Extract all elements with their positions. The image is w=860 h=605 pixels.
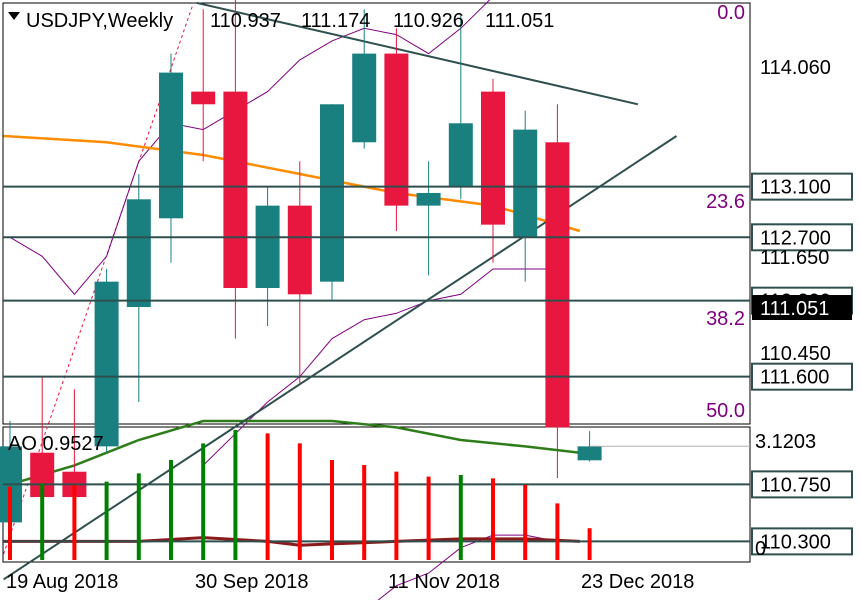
candle-body [448,123,473,187]
price-tick-114-060: 114.060 [760,57,831,79]
horizontal-level-label: 112.700 [760,227,831,249]
ao-tick-zero: 0 [755,538,766,560]
horizontal-level-label-box [751,223,853,252]
horizontal-level-label: 110.750 [760,474,831,496]
fib-label-38-2: 38.2 [706,308,745,330]
candle-body [255,205,280,288]
horizontal-level-label-box [751,527,853,556]
horizontal-level-label: 111.600 [760,367,829,389]
candle-body [481,91,505,225]
horizontal-level-label-box [751,172,853,201]
symbol-label: USDJPY,Weekly [26,10,173,32]
candle-body [320,104,344,282]
fib-label-50: 50.0 [706,400,745,422]
mid-envelope-line [202,268,558,466]
candle-body [513,129,538,238]
candles [0,0,602,555]
horizontal-level-label-box [751,470,853,499]
horizontal-level-label: 110.300 [760,531,831,553]
ohlc-close: 111.051 [485,10,554,32]
date-tick-19-aug: 19 Aug 2018 [6,571,118,593]
ao-tick-max: 3.1203 [755,431,816,453]
descending-trendline [196,1,639,106]
candle-body [223,91,248,288]
price-tick-111-650: 111.650 [760,247,829,269]
upper-envelope-line [9,0,491,296]
date-tick-30-sep: 30 Sep 2018 [195,571,308,593]
dropdown-triangle-icon[interactable] [8,12,20,20]
candle-body [545,142,570,428]
fib-label-0: 0.0 [717,2,745,24]
price-tick-110-450: 110.450 [760,343,831,365]
horizontal-level-label: 113.100 [760,177,831,199]
fib-label-23-6: 23.6 [706,191,745,213]
ohlc-open: 110.937 [210,10,281,32]
candle-body [287,205,312,295]
candle-body [191,91,216,105]
candle-body [577,446,602,461]
candle-body [352,53,377,143]
candle-body [94,281,119,447]
candle-body [384,53,409,206]
candle-body [159,72,183,219]
date-tick-23-dec: 23 Dec 2018 [581,571,694,593]
date-tick-11-nov: 11 Nov 2018 [388,571,500,593]
current-price-box [752,295,852,320]
candle-body [126,199,151,307]
main-panel-border [2,2,751,425]
horizontal-level-label-box [751,362,853,391]
ao-histogram [8,430,592,560]
ohlc-low: 110.926 [393,10,464,32]
candle-body [416,192,441,206]
current-price-label: 111.051 [760,298,829,320]
ao-title: AO 0.9527 [8,433,104,455]
ohlc-high: 111.174 [301,10,370,32]
